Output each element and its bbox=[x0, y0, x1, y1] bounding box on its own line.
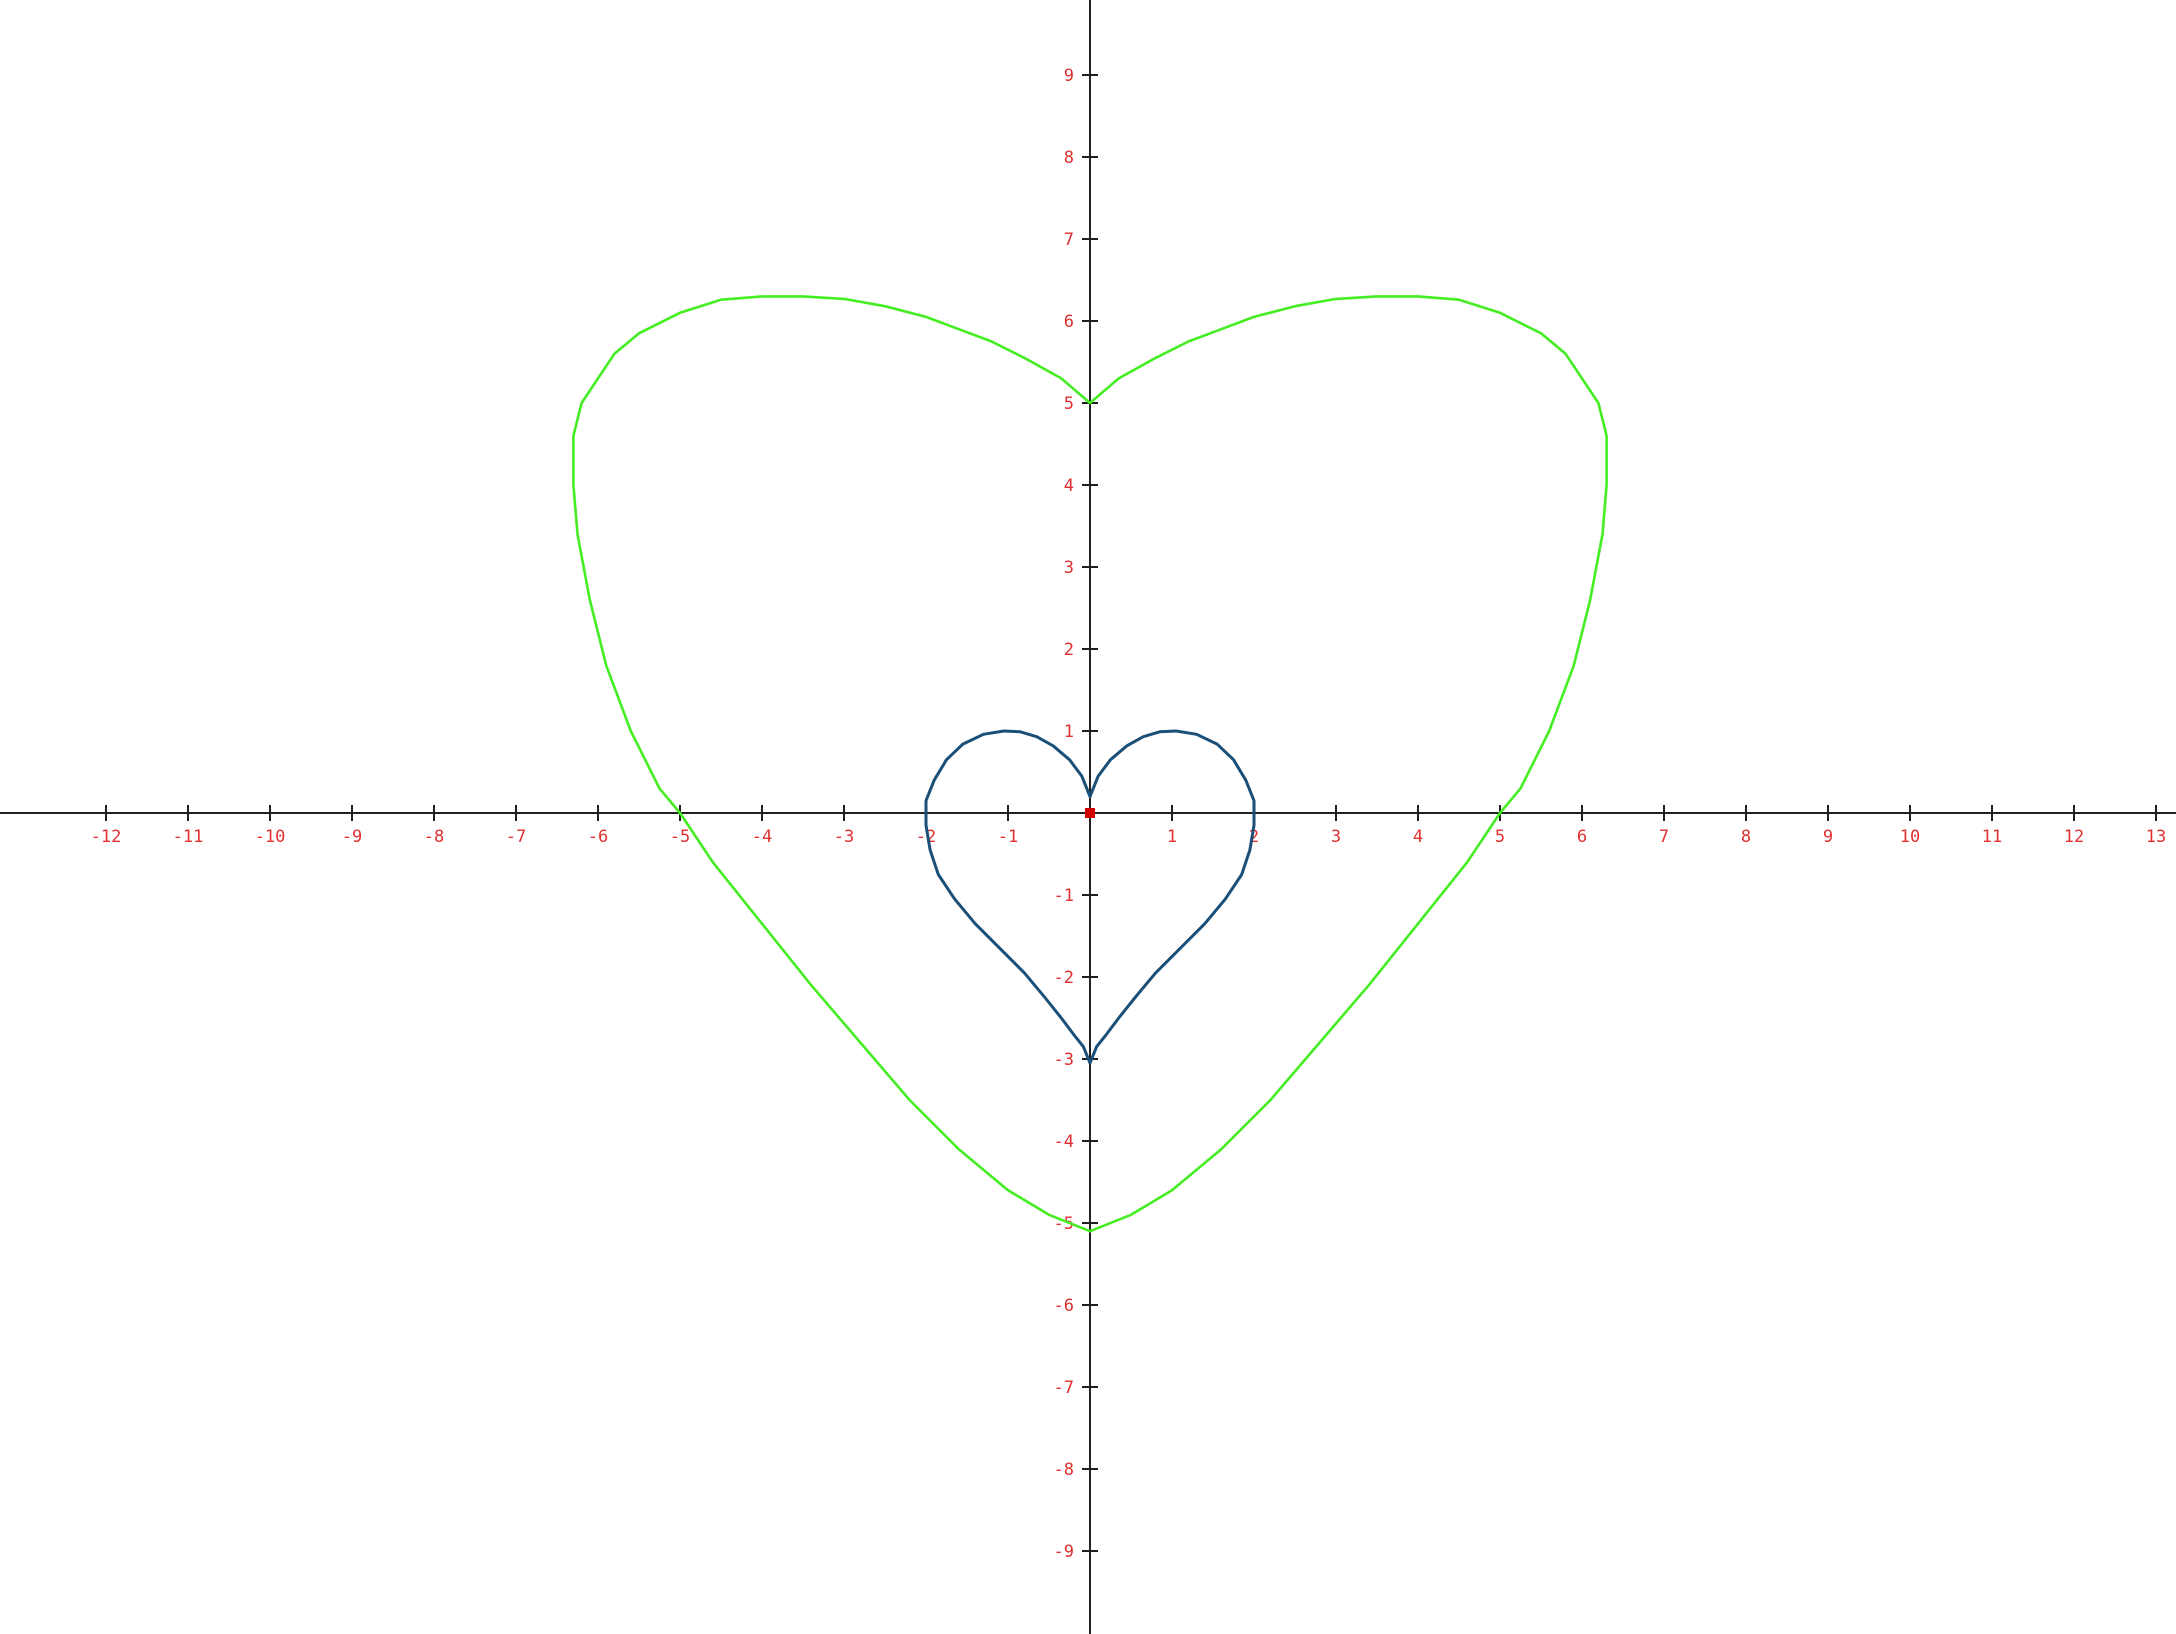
y-tick-label: -3 bbox=[1054, 1050, 1074, 1070]
x-tick-label: 5 bbox=[1495, 827, 1505, 847]
marker-layer bbox=[1085, 808, 1095, 818]
x-tick-label: -11 bbox=[173, 827, 204, 847]
y-tick-label: 7 bbox=[1064, 230, 1074, 250]
x-tick-label: -7 bbox=[506, 827, 526, 847]
small-heart-curve bbox=[924, 729, 1256, 1065]
y-tick-label: 9 bbox=[1064, 66, 1074, 86]
x-tick-label: 13 bbox=[2146, 827, 2166, 847]
y-tick-label: 3 bbox=[1064, 558, 1074, 578]
x-tick-label: 4 bbox=[1413, 827, 1423, 847]
x-tick-label: 3 bbox=[1331, 827, 1341, 847]
x-tick-label: 10 bbox=[1900, 827, 1920, 847]
y-tick-label: 2 bbox=[1064, 640, 1074, 660]
x-tick-label: 1 bbox=[1167, 827, 1177, 847]
x-tick-label: -10 bbox=[255, 827, 286, 847]
y-tick-label: 6 bbox=[1064, 312, 1074, 332]
x-tick-label: -5 bbox=[670, 827, 690, 847]
y-tick-label: -4 bbox=[1054, 1132, 1074, 1152]
y-tick-label: -7 bbox=[1054, 1378, 1074, 1398]
x-tick-label: 12 bbox=[2064, 827, 2084, 847]
origin-marker bbox=[1085, 808, 1095, 818]
x-tick-label: 8 bbox=[1741, 827, 1751, 847]
y-tick-label: 4 bbox=[1064, 476, 1074, 496]
x-tick-label: -6 bbox=[588, 827, 608, 847]
x-tick-label: -2 bbox=[916, 827, 936, 847]
x-tick-label: -9 bbox=[342, 827, 362, 847]
y-tick-label: 5 bbox=[1064, 394, 1074, 414]
x-tick-label: -4 bbox=[752, 827, 772, 847]
y-tick-label: -1 bbox=[1054, 886, 1074, 906]
x-tick-label: -1 bbox=[998, 827, 1018, 847]
x-tick-label: 2 bbox=[1249, 827, 1259, 847]
x-tick-label: 9 bbox=[1823, 827, 1833, 847]
x-tick-label: -8 bbox=[424, 827, 444, 847]
x-tick-label: 11 bbox=[1982, 827, 2002, 847]
y-tick-label: 1 bbox=[1064, 722, 1074, 742]
x-tick-label: 6 bbox=[1577, 827, 1587, 847]
y-tick-label: 8 bbox=[1064, 148, 1074, 168]
y-tick-label: -9 bbox=[1054, 1542, 1074, 1562]
y-tick-label: -2 bbox=[1054, 968, 1074, 988]
y-tick-label: -8 bbox=[1054, 1460, 1074, 1480]
y-tick-label: -6 bbox=[1054, 1296, 1074, 1316]
x-tick-label: -12 bbox=[91, 827, 122, 847]
series-layer bbox=[572, 295, 1608, 1233]
large-heart-curve bbox=[572, 295, 1608, 1233]
x-tick-label: 7 bbox=[1659, 827, 1669, 847]
x-tick-label: -3 bbox=[834, 827, 854, 847]
